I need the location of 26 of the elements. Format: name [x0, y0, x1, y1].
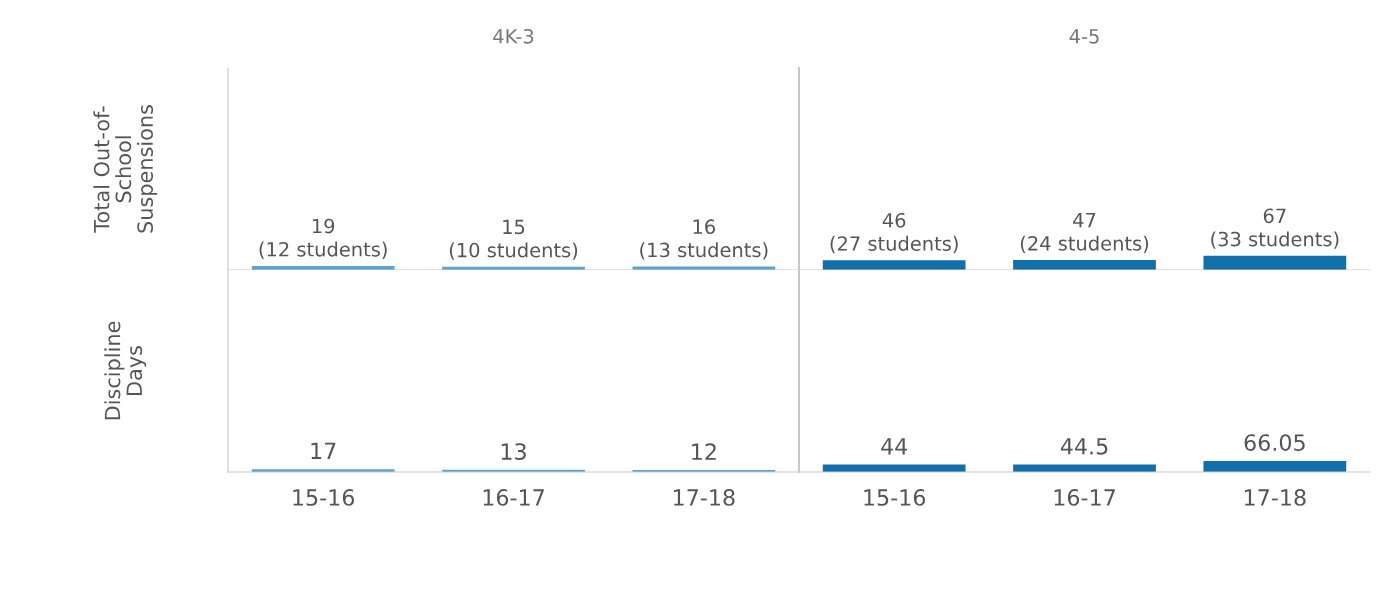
bar — [1013, 260, 1156, 270]
data-label: 12 — [692, 443, 716, 460]
bar — [1203, 460, 1347, 472]
y-axis-title: Discipline Days — [104, 321, 147, 420]
x-tick-label: 15-16 — [864, 489, 926, 506]
x-tick-label: 16-17 — [483, 489, 544, 506]
data-label: 46 (27 students) — [830, 212, 958, 254]
data-label: 13 — [501, 443, 526, 460]
data-label: 17 — [311, 442, 336, 459]
data-label: 66.05 — [1244, 434, 1305, 452]
x-tick-label: 15-16 — [293, 489, 355, 506]
x-tick-label: 17-18 — [673, 489, 735, 506]
data-label: 47 (24 students) — [1020, 212, 1149, 253]
data-label: 44 — [881, 438, 908, 455]
data-label: 67 (33 students) — [1211, 208, 1339, 249]
x-tick-label: 17-18 — [1244, 489, 1306, 506]
y-axis-title: Total Out-of- School Suspensions — [93, 105, 158, 233]
bar — [822, 260, 966, 270]
data-label: 44.5 — [1060, 438, 1108, 455]
text: 4-5 — [1069, 29, 1099, 44]
bar — [1203, 255, 1347, 270]
text: 4K-3 — [493, 28, 534, 44]
data-label: 15 (10 students) — [449, 219, 578, 260]
x-tick-label: 16-17 — [1054, 489, 1115, 506]
data-label: 16 (13 students) — [640, 219, 768, 260]
data-label: 19 (12 students) — [259, 218, 387, 259]
